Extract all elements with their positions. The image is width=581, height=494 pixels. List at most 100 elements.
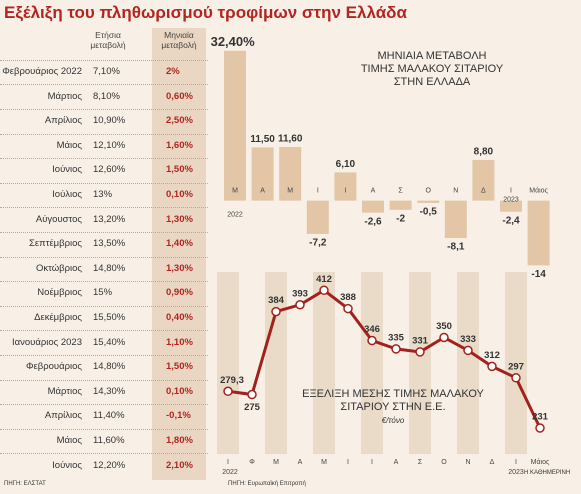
value-label: 32,40% <box>211 34 256 49</box>
monthly-change: 0,60% <box>166 90 193 102</box>
x-tick-label: Σ <box>418 459 423 466</box>
marker <box>415 347 425 357</box>
bar <box>472 159 495 201</box>
x-tick-label: Μ <box>273 459 279 466</box>
value-label: 279,3 <box>220 375 244 386</box>
column-stripe <box>361 272 383 454</box>
marker <box>487 361 497 372</box>
value-label: 384 <box>268 295 285 306</box>
x-tick-label: Δ <box>490 459 495 466</box>
chart-title: ΣΤΗΝ ΕΛΛΑΔΑ <box>394 76 471 88</box>
monthly-change: 1,80% <box>166 435 193 446</box>
unit-label: €/τόνο <box>382 416 405 425</box>
bar <box>500 200 522 212</box>
monthly-change: 1,40% <box>166 238 193 250</box>
value-label: 6,10 <box>336 159 356 170</box>
annual-change: 13,20% <box>93 213 126 225</box>
row-label: Ιανουάριος 2023 <box>11 336 82 348</box>
x-tick-label: Μ <box>232 187 238 194</box>
chart-title: ΣΙΤΑΡΙΟΥ ΣΤΗΝ Ε.Ε. <box>340 401 445 413</box>
year-label: 2022 <box>222 469 238 476</box>
row-label: Ιούλιος <box>52 189 82 200</box>
value-label: 312 <box>484 350 500 361</box>
value-label: 333 <box>460 334 476 345</box>
row-divider <box>0 182 208 184</box>
source: ΠΗΓΗ: Ευρωπαϊκή Επιτροπή <box>228 481 306 487</box>
value-label: 297 <box>508 361 524 372</box>
marker <box>463 345 473 356</box>
row-divider <box>0 281 208 283</box>
bar <box>527 200 550 266</box>
monthly-change: 0,10% <box>166 385 193 397</box>
source: ΠΗΓΗ: ΕΛΣΤΑΤ <box>4 481 46 487</box>
row-label: Αύγουστος <box>35 213 82 225</box>
value-label: 11,50 <box>250 134 275 145</box>
marker <box>247 389 257 400</box>
x-tick-label: Α <box>394 459 399 466</box>
annual-change: 11,40% <box>93 410 125 422</box>
bar <box>417 200 440 203</box>
marker <box>223 386 233 397</box>
row-label: Ιούνιος <box>52 459 82 471</box>
year-label: 2022 <box>227 211 243 218</box>
monthly-change: 0,90% <box>166 287 193 299</box>
column-stripe <box>457 272 479 454</box>
annual-change: 15,50% <box>93 312 126 323</box>
page-title: Εξέλιξη του πληθωρισμού τροφίμων στην Ελ… <box>4 3 407 22</box>
column-header: Ετήσια μεταβολή <box>90 30 126 50</box>
monthly-change: 0,40% <box>166 312 193 323</box>
x-tick-label: Α <box>371 187 376 194</box>
annual-change: 11,60% <box>93 435 125 446</box>
value-label: 350 <box>436 321 452 332</box>
monthly-change: 2% <box>166 66 180 77</box>
row-divider <box>0 330 208 332</box>
x-tick-label: Α <box>298 459 303 466</box>
monthly-change: 1,30% <box>166 262 193 274</box>
row-divider <box>0 158 208 160</box>
monthly-change: -0,1% <box>166 410 191 422</box>
x-tick-label: Ι <box>317 187 319 194</box>
row-divider <box>0 133 208 135</box>
annual-change: 7,10% <box>93 66 120 77</box>
row-label: Απρίλιος <box>44 115 82 127</box>
bar <box>279 146 302 201</box>
x-tick-label: Μάιος <box>529 186 548 194</box>
row-label: Φεβρουάριος <box>25 361 82 373</box>
bar <box>306 200 329 234</box>
x-tick-label: Ι <box>515 459 517 466</box>
value-label: 335 <box>388 332 405 343</box>
x-tick-label: Ν <box>453 187 458 194</box>
annual-change: 10,90% <box>93 115 126 127</box>
row-label: Νοέμβριος <box>37 287 82 299</box>
marker <box>535 423 545 433</box>
credit: Η ΚΑΘΗΜΕΡΙΝΗ <box>524 470 571 476</box>
row-divider <box>0 108 208 110</box>
value-label: -2 <box>396 214 405 225</box>
value-label: -14 <box>531 269 546 280</box>
column-stripe <box>217 272 239 454</box>
row-label: Οκτώβριος <box>35 262 82 274</box>
marker <box>439 332 449 343</box>
column-stripe <box>265 272 287 454</box>
annual-change: 13,50% <box>93 238 126 250</box>
row-divider <box>0 428 208 430</box>
bar <box>224 50 246 201</box>
x-tick-label: Ι <box>227 459 229 466</box>
value-label: 412 <box>316 274 332 285</box>
value-label: 275 <box>244 402 261 413</box>
value-label: -7,2 <box>309 238 327 249</box>
column-header: Μηνιαία μεταβολή <box>161 30 197 50</box>
row-divider <box>0 256 208 258</box>
value-label: 346 <box>364 324 380 335</box>
chart-title: ΤΙΜΗΣ ΜΑΛΑΚΟΥ ΣΙΤΑΡΙΟΥ <box>361 63 504 75</box>
annual-change: 12,20% <box>93 459 126 471</box>
monthly-change: 1,30% <box>166 213 193 225</box>
x-tick-label: Σ <box>398 187 403 194</box>
row-label: Δεκέμβριος <box>34 312 82 323</box>
annual-change: 12,60% <box>93 164 126 176</box>
row-divider <box>0 453 208 455</box>
column-stripe <box>505 272 527 454</box>
row-label: Μάιος <box>56 139 82 151</box>
